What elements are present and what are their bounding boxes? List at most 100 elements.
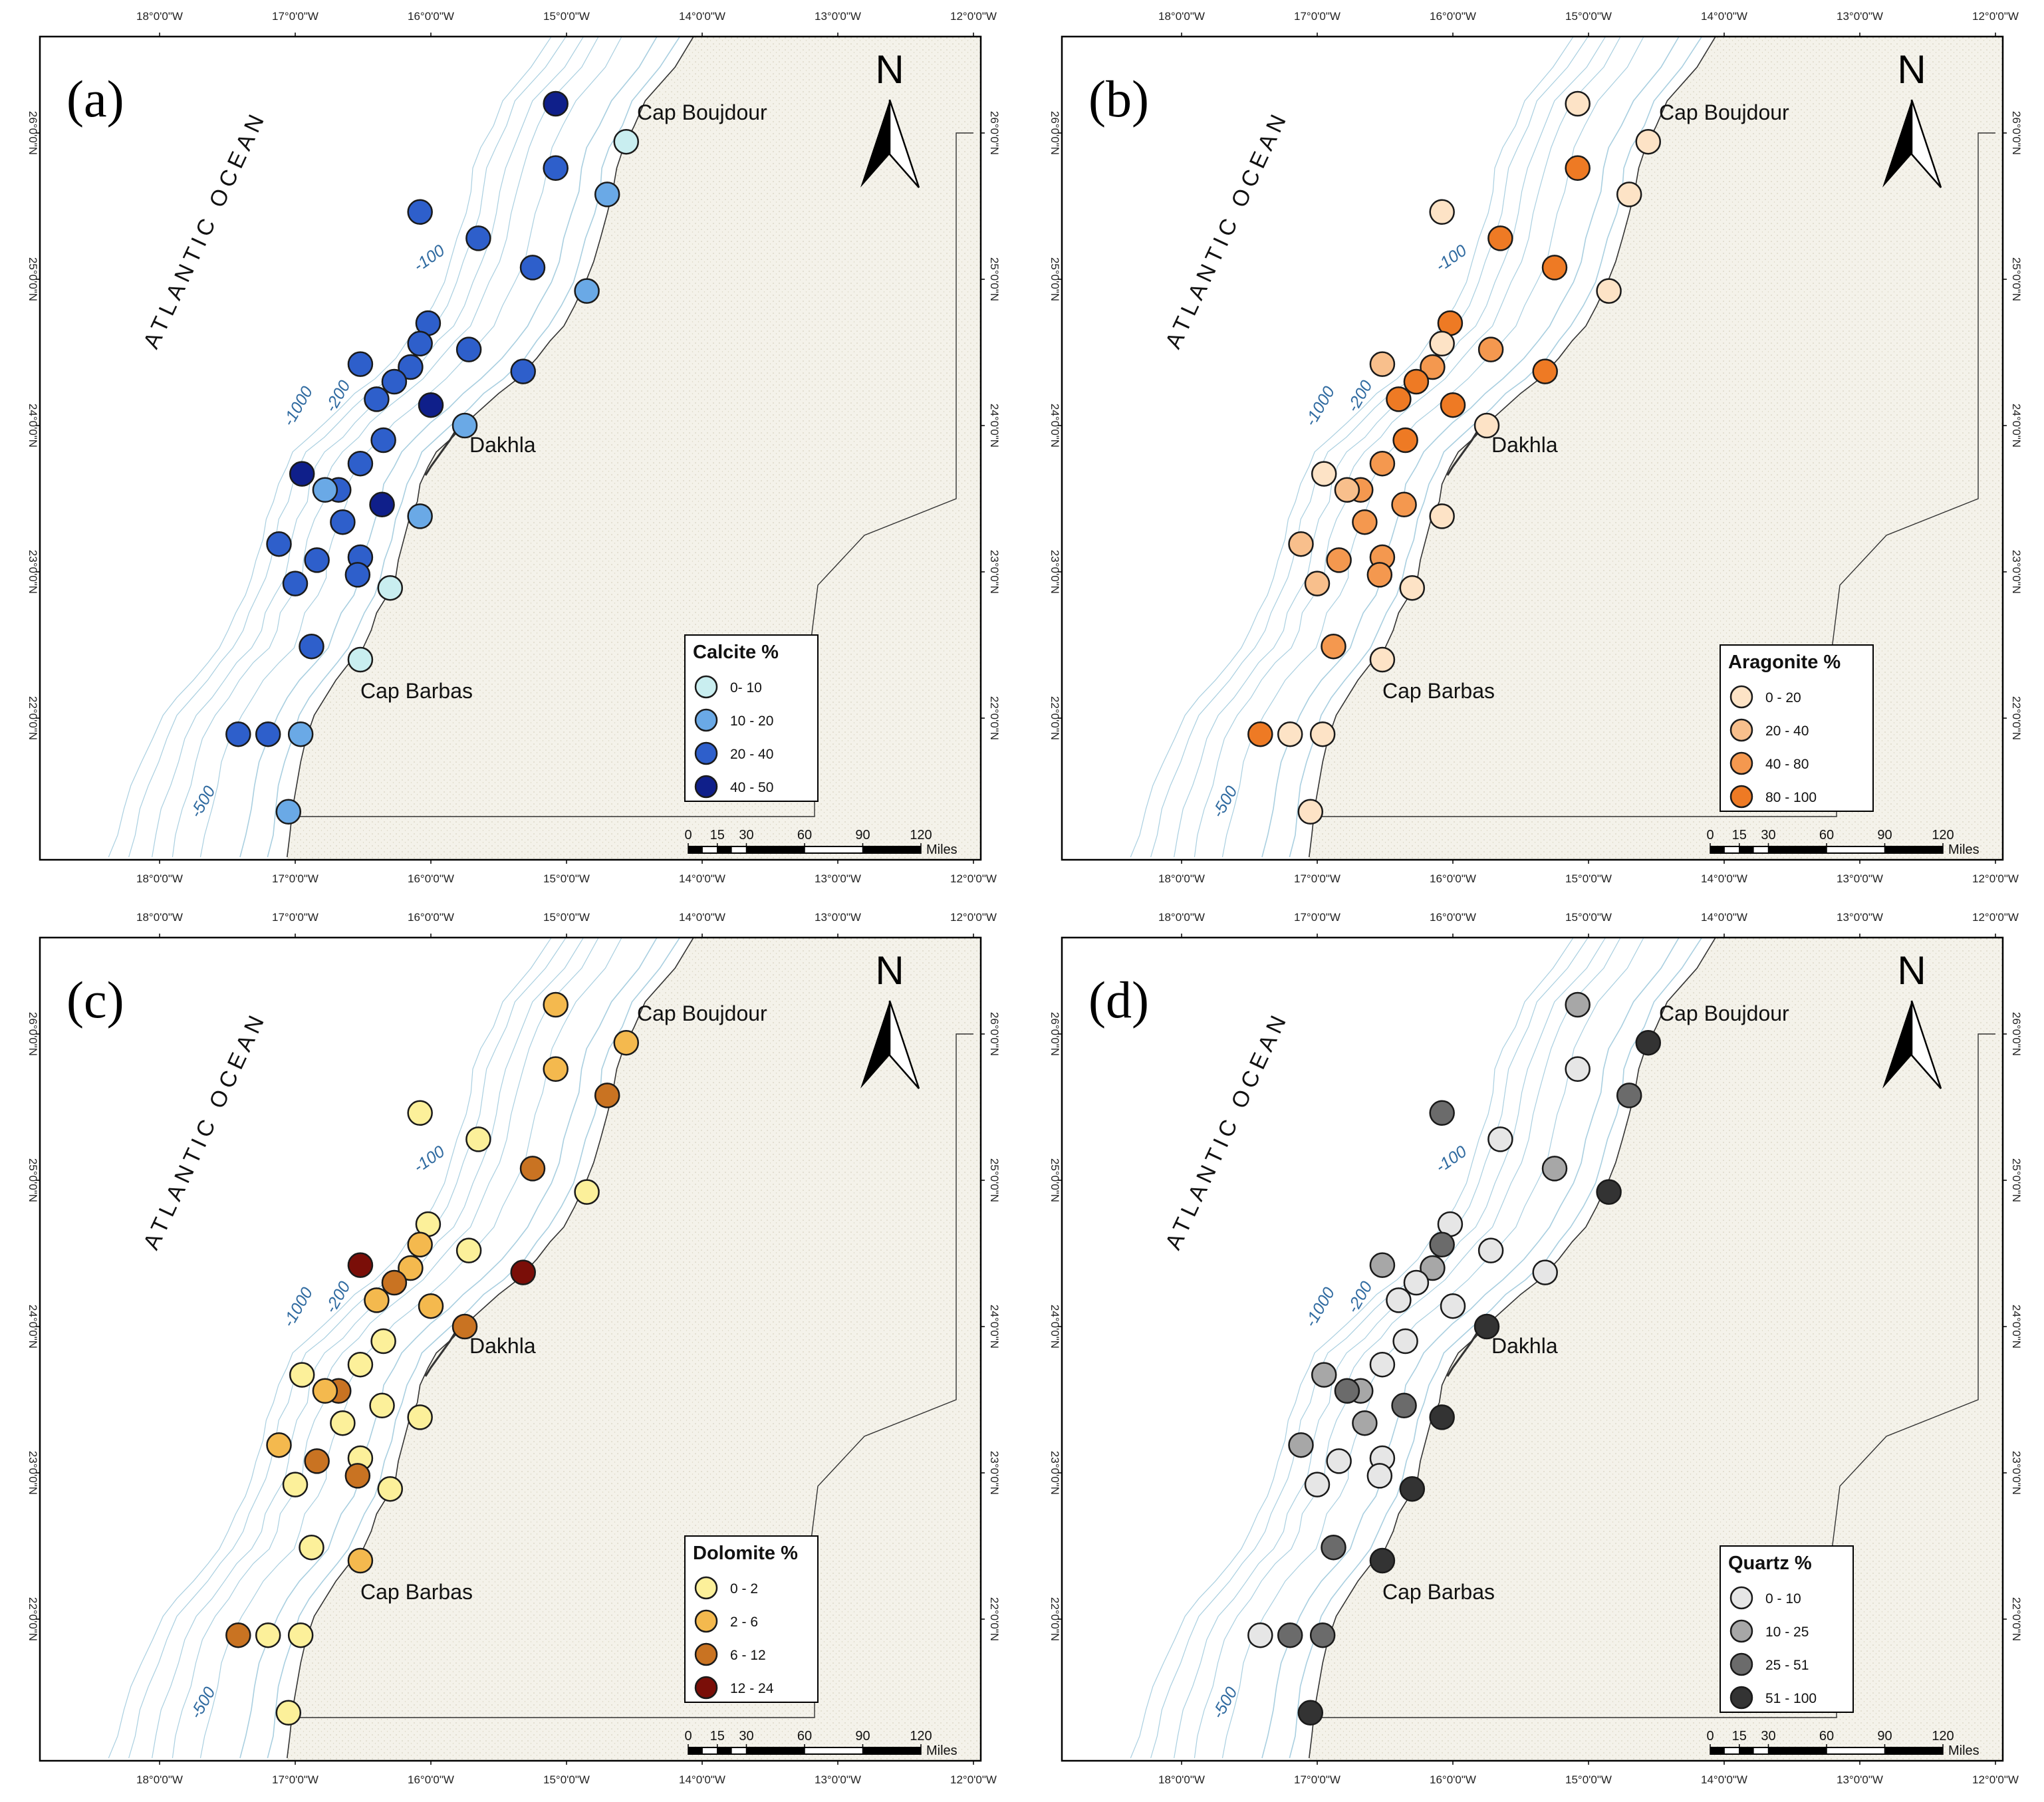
longitude-tick-bottom: 18°0'0"W bbox=[1158, 1773, 1205, 1786]
sample-station bbox=[304, 547, 330, 573]
sample-station bbox=[1309, 1622, 1336, 1648]
coastline bbox=[1308, 37, 1716, 858]
longitude-tick-top: 13°0'0"W bbox=[815, 911, 861, 924]
scale-tick-label: 30 bbox=[739, 1729, 753, 1743]
longitude-tick-bottom: 16°0'0"W bbox=[408, 1773, 454, 1786]
dakhla-peninsula bbox=[1446, 426, 1481, 476]
sample-station bbox=[407, 503, 433, 529]
longitude-tick-top: 15°0'0"W bbox=[1565, 911, 1612, 924]
sample-station bbox=[364, 1287, 390, 1313]
latitude-tick-right: 25°0'0"N bbox=[988, 1158, 1001, 1202]
sample-station bbox=[1311, 1362, 1337, 1388]
sample-station bbox=[1399, 1476, 1426, 1502]
latitude-tick-right: 26°0'0"N bbox=[2010, 111, 2023, 155]
legend-swatch bbox=[1729, 751, 1753, 775]
longitude-tick-top: 17°0'0"W bbox=[272, 10, 319, 23]
sample-station bbox=[510, 1259, 536, 1285]
bathymetry-contour bbox=[1150, 938, 1589, 1759]
place-label-dakhla: Dakhla bbox=[469, 433, 536, 457]
scale-tick-label: 30 bbox=[1761, 828, 1775, 842]
latitude-tick-right: 24°0'0"N bbox=[988, 1305, 1001, 1349]
longitude-tick-top: 17°0'0"W bbox=[272, 911, 319, 924]
bathymetry-contour bbox=[267, 37, 681, 858]
longitude-tick-top: 16°0'0"W bbox=[408, 911, 454, 924]
scale-tick-label: 120 bbox=[1932, 828, 1954, 842]
legend-swatch bbox=[1729, 1619, 1753, 1643]
longitude-tick-bottom: 15°0'0"W bbox=[1565, 1773, 1612, 1786]
sample-station bbox=[266, 1432, 292, 1458]
place-label-cap-barbas: Cap Barbas bbox=[1382, 1580, 1495, 1604]
longitude-tick-top: 14°0'0"W bbox=[679, 10, 725, 23]
panel-letter: (b) bbox=[1088, 70, 1149, 128]
sample-station bbox=[1304, 1472, 1331, 1497]
map-frame bbox=[39, 35, 982, 861]
sample-station bbox=[299, 1534, 324, 1561]
sample-station bbox=[451, 1313, 478, 1340]
latitude-tick-left: 25°0'0"N bbox=[1049, 257, 1061, 301]
map-canvas: 18°0'0"W 18°0'0"W 17°0'0"W 17°0'0"W 16°0'0"W… bbox=[27, 10, 1001, 885]
legend-label: 20 - 40 bbox=[730, 747, 773, 762]
sample-station bbox=[543, 991, 569, 1018]
north-letter: N bbox=[875, 948, 904, 993]
legend-label: 25 - 51 bbox=[1765, 1658, 1809, 1673]
legend-swatch bbox=[694, 675, 718, 699]
legend-swatch bbox=[1729, 718, 1753, 742]
longitude-tick-top: 17°0'0"W bbox=[1294, 911, 1341, 924]
sample-station bbox=[287, 1622, 314, 1648]
legend-swatch bbox=[694, 741, 718, 765]
legend-label: 40 - 80 bbox=[1765, 757, 1809, 772]
longitude-tick-bottom: 17°0'0"W bbox=[272, 872, 319, 885]
panel-quartz: 18°0'0"W 18°0'0"W 17°0'0"W 17°0'0"W 16°0'0"W… bbox=[1022, 901, 2044, 1802]
bathymetry-contour bbox=[1261, 938, 1680, 1759]
sample-station bbox=[1487, 1126, 1513, 1152]
latitude-tick-left: 26°0'0"N bbox=[1049, 1012, 1061, 1056]
north-letter: N bbox=[1897, 47, 1926, 92]
sample-station bbox=[1473, 1313, 1500, 1340]
sample-station bbox=[1532, 1259, 1558, 1285]
sample-station bbox=[1297, 799, 1324, 825]
longitude-tick-bottom: 17°0'0"W bbox=[1294, 1773, 1341, 1786]
longitude-tick-bottom: 14°0'0"W bbox=[679, 872, 725, 885]
place-label-dakhla: Dakhla bbox=[469, 1334, 536, 1358]
sample-station bbox=[1366, 1463, 1393, 1489]
longitude-tick-top: 13°0'0"W bbox=[815, 10, 861, 23]
scale-tick-label: 120 bbox=[1932, 1729, 1954, 1743]
latitude-tick-right: 22°0'0"N bbox=[2010, 696, 2023, 740]
sample-station bbox=[1386, 1287, 1412, 1313]
sample-station bbox=[255, 1622, 281, 1648]
latitude-tick-right: 25°0'0"N bbox=[2010, 1158, 2023, 1202]
sample-station bbox=[1352, 509, 1378, 535]
sample-station bbox=[407, 330, 433, 357]
legend: Quartz % 0 - 10 10 - 25 25 - 51 51 - 100 bbox=[1720, 1545, 1854, 1713]
sample-station bbox=[1369, 351, 1396, 377]
bathymetry-contour bbox=[152, 938, 584, 1759]
latitude-tick-left: 22°0'0"N bbox=[1049, 1597, 1061, 1641]
longitude-tick-top: 14°0'0"W bbox=[1701, 911, 1747, 924]
legend-title: Calcite % bbox=[693, 642, 779, 663]
longitude-tick-top: 15°0'0"W bbox=[543, 10, 590, 23]
sample-station bbox=[1429, 1100, 1455, 1126]
legend-label: 2 - 6 bbox=[730, 1614, 758, 1630]
legend-swatch bbox=[1729, 1652, 1753, 1676]
legend-swatch bbox=[694, 1642, 718, 1666]
legend: Dolomite % 0 - 2 2 - 6 6 - 12 12 - 24 bbox=[684, 1535, 819, 1703]
bathymetry-contour bbox=[108, 37, 552, 858]
sample-station bbox=[312, 1378, 338, 1404]
legend-label: 0 - 10 bbox=[1765, 1591, 1801, 1607]
sample-station bbox=[1392, 1328, 1418, 1354]
bathymetry-contour bbox=[1174, 938, 1606, 1759]
legend-label: 10 - 25 bbox=[1765, 1624, 1809, 1640]
sample-station bbox=[347, 1252, 374, 1278]
sample-station bbox=[1277, 721, 1303, 747]
sample-station bbox=[255, 721, 281, 747]
sample-station bbox=[1321, 633, 1346, 660]
legend-label: 20 - 40 bbox=[1765, 723, 1809, 739]
sample-station bbox=[407, 1404, 433, 1430]
longitude-tick-top: 17°0'0"W bbox=[1294, 10, 1341, 23]
legend-label: 51 - 100 bbox=[1765, 1691, 1817, 1706]
sample-station bbox=[1477, 1237, 1504, 1263]
legend-label: 40 - 50 bbox=[730, 780, 773, 795]
sample-station bbox=[287, 721, 314, 747]
